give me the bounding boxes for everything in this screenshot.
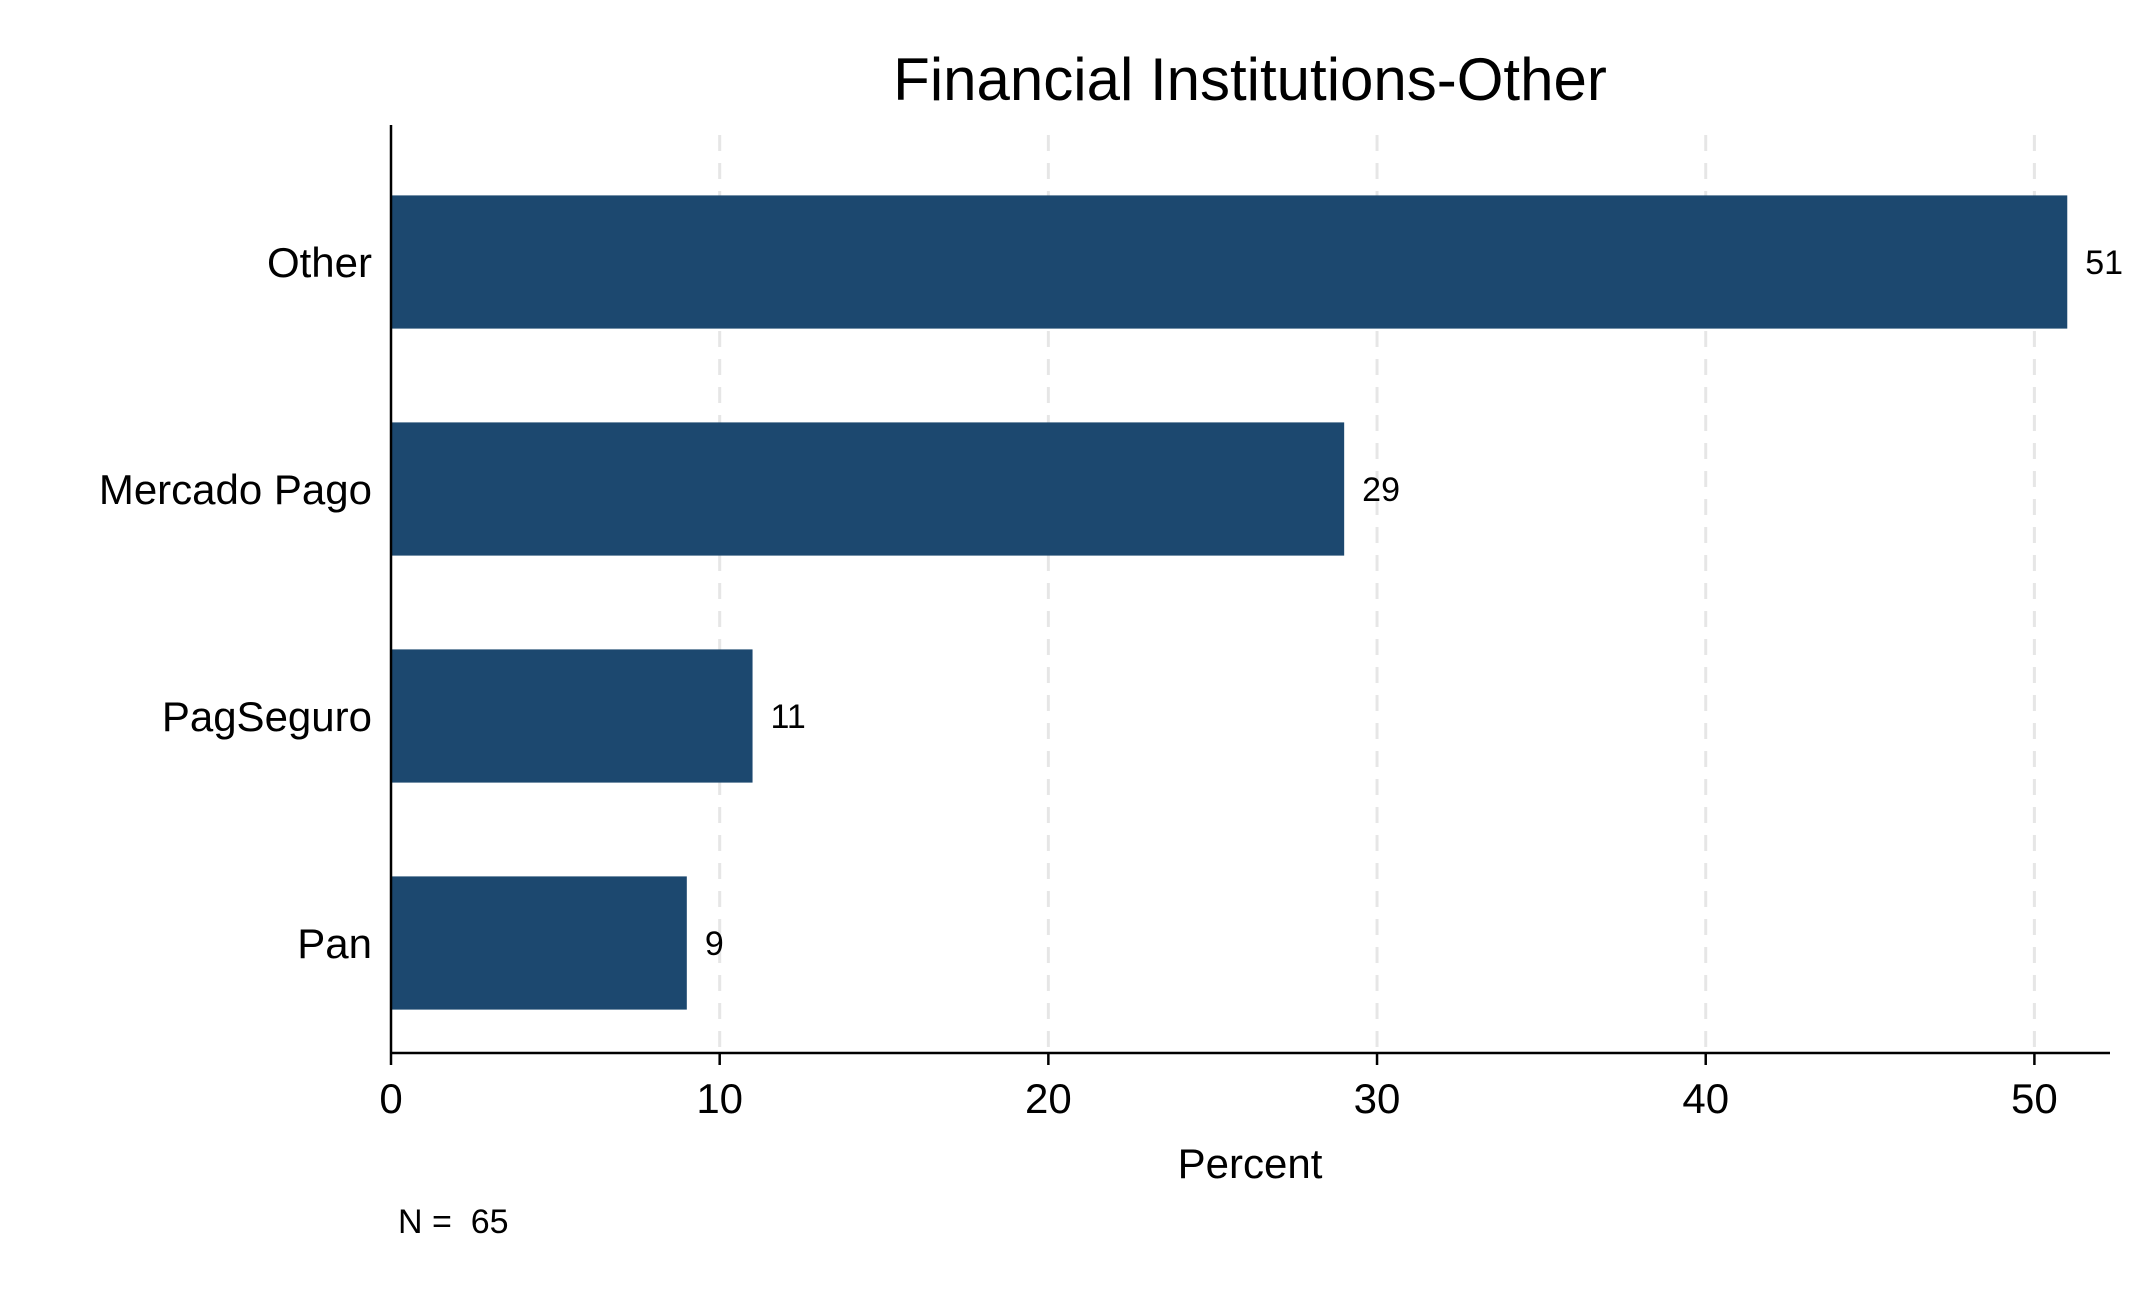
y-axis-category-labels: Other Mercado Pago PagSeguro Pan xyxy=(99,239,372,967)
category-label: Mercado Pago xyxy=(99,466,372,513)
x-tick-label: 0 xyxy=(379,1075,402,1122)
x-tick-label: 20 xyxy=(1025,1075,1072,1122)
x-tick-label: 10 xyxy=(696,1075,743,1122)
chart-note: N = 65 xyxy=(398,1203,509,1241)
bar xyxy=(391,649,753,783)
chart-title: Financial Institutions-Other xyxy=(893,46,1607,113)
bar xyxy=(391,422,1345,556)
bar-value-label: 51 xyxy=(2085,244,2123,282)
bar-value-labels: 51 29 11 9 xyxy=(705,244,2123,963)
x-axis-title: Percent xyxy=(1178,1140,1323,1187)
bar-value-label: 11 xyxy=(771,698,806,736)
x-tick-label: 30 xyxy=(1354,1075,1401,1122)
x-axis-ticks: 0 10 20 30 40 50 xyxy=(379,1053,2058,1122)
category-label: Other xyxy=(267,239,372,286)
bar xyxy=(391,876,687,1010)
x-tick-label: 50 xyxy=(2011,1075,2058,1122)
bar-value-label: 9 xyxy=(705,925,724,963)
bar xyxy=(391,195,2068,329)
x-tick-label: 40 xyxy=(1682,1075,1729,1122)
bars xyxy=(391,195,2068,1010)
bar-value-label: 29 xyxy=(1362,471,1400,509)
category-label: PagSeguro xyxy=(162,693,372,740)
category-label: Pan xyxy=(297,920,372,967)
